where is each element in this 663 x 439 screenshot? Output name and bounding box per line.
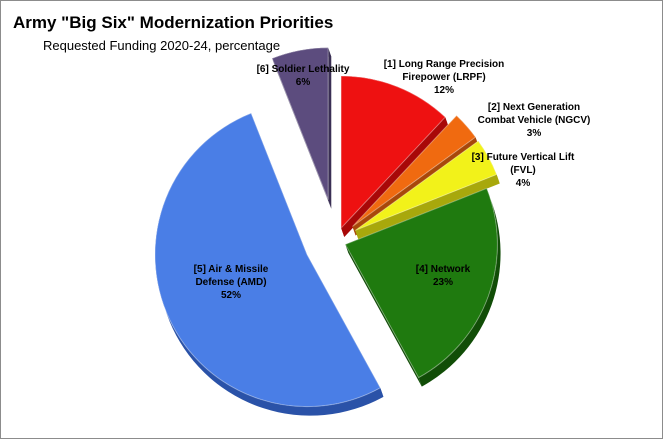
slice-label-6: [6] Soldier Lethality 6% — [257, 64, 350, 88]
pie-slice-4 — [344, 187, 498, 379]
slice-edge-4 — [345, 244, 422, 387]
slice-side-4 — [418, 188, 501, 387]
slice-label-1: [1] Long Range Precision Firepower (LRPF)… — [384, 59, 505, 96]
slice-label-2: [2] Next Generation Combat Vehicle (NGCV)… — [478, 102, 591, 139]
pie-slice-3 — [354, 140, 498, 231]
slice-label-4: [4] Network 23% — [416, 264, 471, 288]
pie-slice-6 — [271, 47, 329, 200]
pie-slice-1 — [340, 75, 446, 230]
slice-label-5: [5] Air & Missile Defense (AMD) 52% — [194, 264, 269, 301]
slice-edge-3 — [355, 174, 500, 240]
slice-label-3: [3] Future Vertical Lift (FVL) 4% — [472, 152, 575, 189]
pie-slice-2 — [352, 114, 477, 227]
slice-edge-1 — [341, 117, 449, 237]
chart-subtitle: Requested Funding 2020-24, percentage — [43, 38, 281, 53]
pie-slice-5 — [154, 112, 381, 408]
chart-title: Army "Big Six" Modernization Priorities — [13, 13, 334, 32]
slice-edge-6 — [272, 58, 332, 209]
slice-edge-6 — [328, 47, 332, 209]
